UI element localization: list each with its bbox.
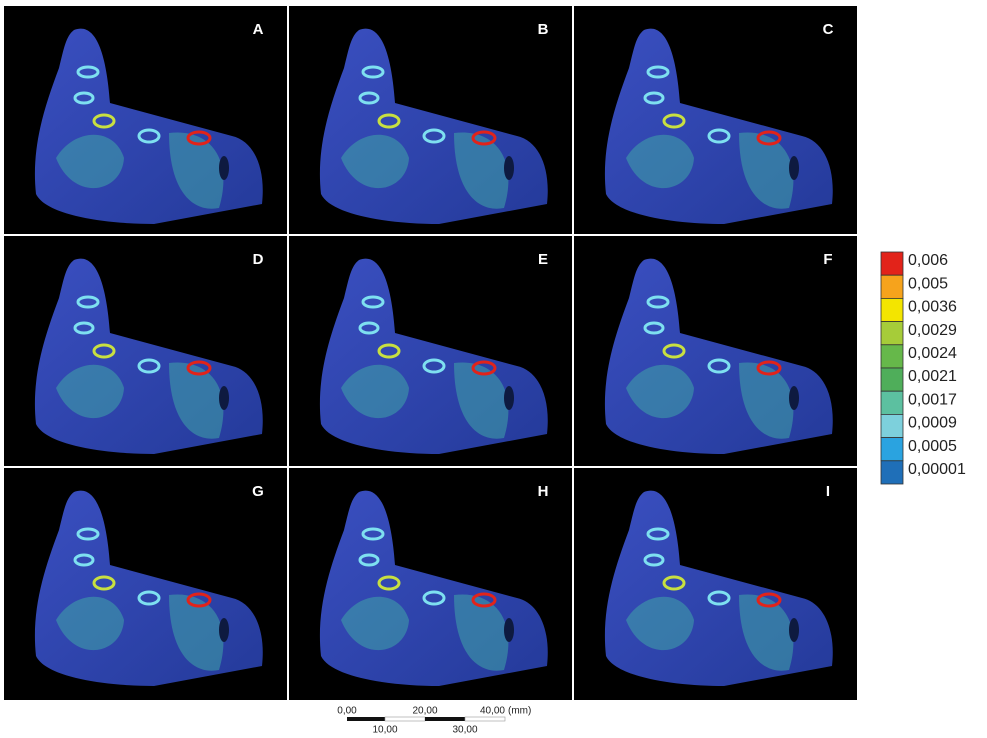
legend-label: 0,0029 [908,322,957,339]
legend-swatch [881,252,903,275]
panel-label: B [538,21,549,38]
scale-label: 0,00 [337,706,357,717]
legend-swatch [881,461,903,484]
legend-swatch [881,298,903,321]
legend-label: 0,0021 [908,368,957,385]
panel: I [574,468,857,700]
panel: E [289,236,572,466]
scale-label: 10,00 [372,725,397,736]
legend-label: 0,0009 [908,415,957,432]
legend-swatch [881,414,903,437]
legend-label: 0,0005 [908,438,957,455]
scale-bar: 0,00 20,00 40,00 (mm) 10,00 30,00 [337,706,531,736]
legend: 0,006 0,005 0,0036 0,0029 0,0024 0,0021 0,0017… [881,252,966,484]
panel-label: I [826,483,830,500]
panel: A [4,6,287,234]
panel-label: F [823,251,832,268]
scale-segment [347,717,385,721]
legend-label: 0,0024 [908,345,957,362]
scale-segment [385,717,425,721]
panel-label: H [538,483,549,500]
scale-label: 20,00 [412,706,437,717]
scale-segment [465,717,505,721]
legend-swatch [881,275,903,298]
legend-label: 0,00001 [908,461,966,478]
figure: ABCDEFGHI 0,0060,0050,00360,00290,00240,… [0,0,987,738]
panel: D [4,236,287,466]
panel-label: E [538,251,548,268]
panel: G [4,468,287,700]
legend-swatch [881,368,903,391]
panel-label: D [253,251,264,268]
legend-swatch [881,391,903,414]
scale-label: 40,00 [480,706,505,717]
legend-swatch [881,438,903,461]
legend-label: 0,0036 [908,299,957,316]
panel-label: C [823,21,834,38]
scale-segment [425,717,465,721]
scale-unit: (mm) [508,706,531,717]
panel-label: G [252,483,264,500]
legend-label: 0,0017 [908,391,957,408]
panels: A B C D E F G H I [4,6,857,700]
legend-label: 0,006 [908,252,948,269]
legend-label: 0,005 [908,275,948,292]
panel: H [289,468,572,700]
panel-label: A [253,21,264,38]
legend-swatch [881,345,903,368]
panel: B [289,6,572,234]
scale-label: 30,00 [452,725,477,736]
panel: F [574,236,857,466]
panel: C [574,6,857,234]
legend-swatch [881,322,903,345]
